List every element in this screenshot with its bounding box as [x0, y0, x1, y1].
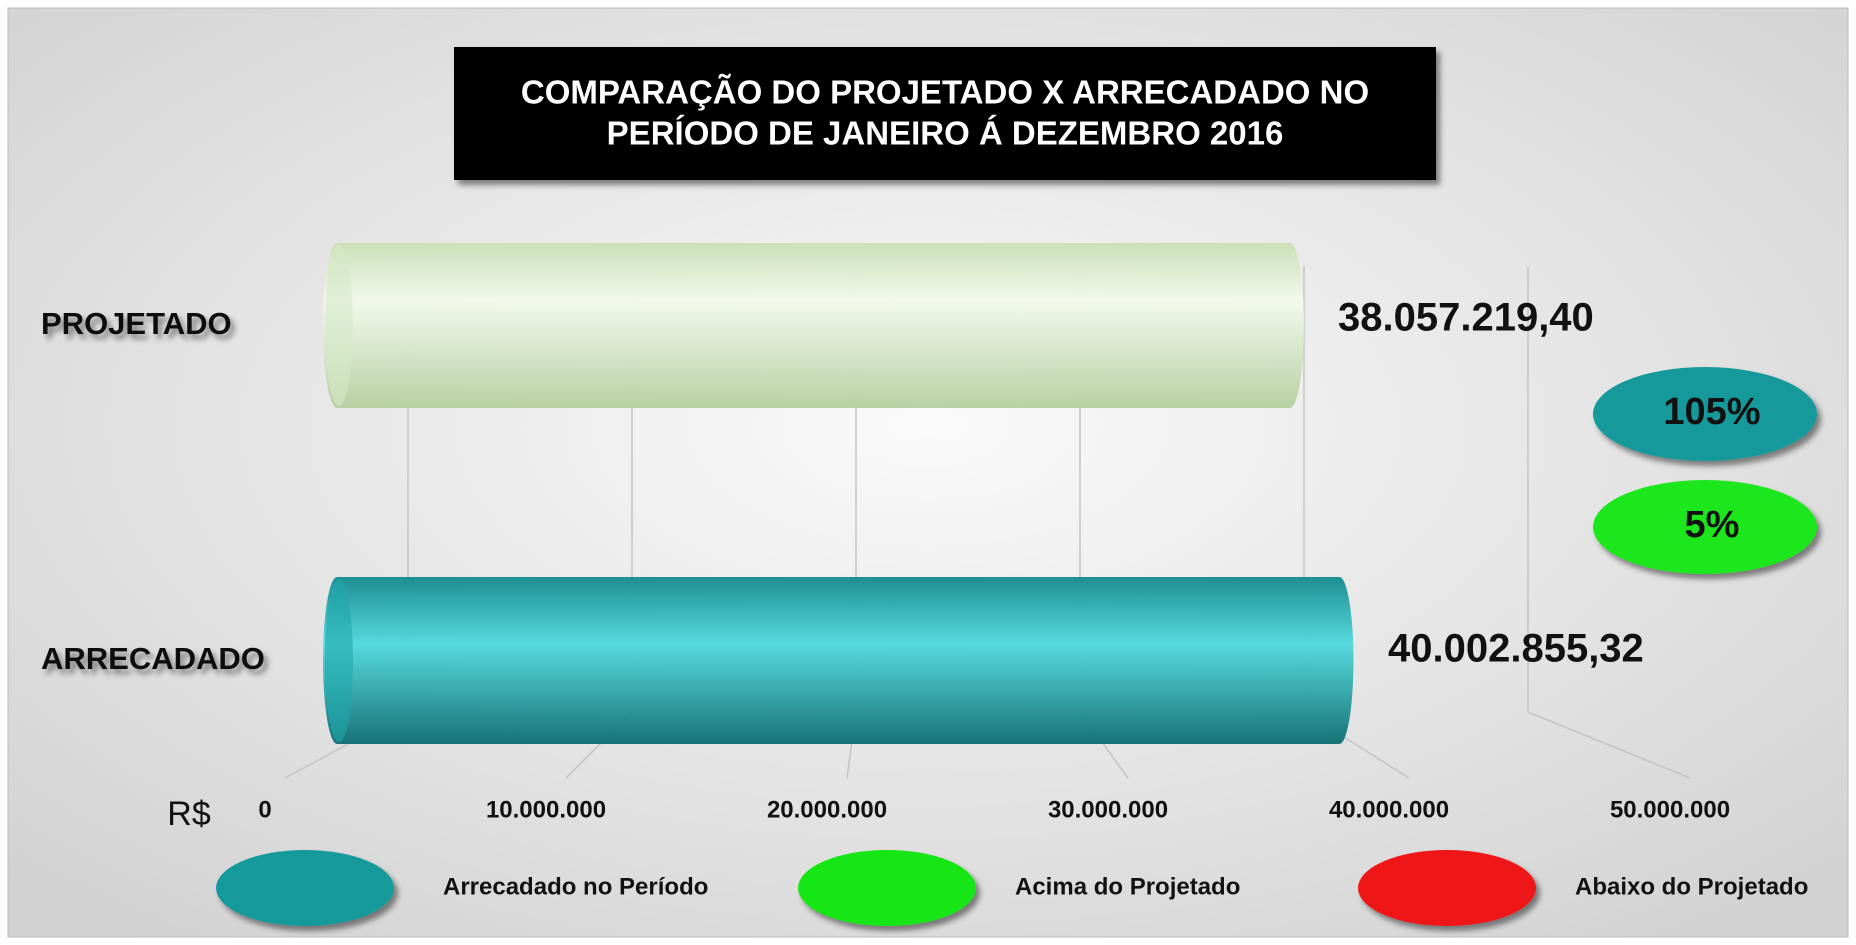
legend-label: Arrecadado no Período: [443, 873, 708, 900]
legend-label: Abaixo do Projetado: [1575, 873, 1808, 900]
annotation-badge: [1593, 367, 1817, 461]
x-tick-label: 10.000.000: [486, 796, 606, 823]
bar-end: [325, 245, 353, 406]
annotation-label: 5%: [1685, 504, 1740, 546]
value-label: 38.057.219,40: [1338, 296, 1594, 340]
x-tick-label: 50.000.000: [1610, 796, 1730, 823]
legend-swatch: [216, 850, 394, 926]
x-tick-label: 20.000.000: [767, 796, 887, 823]
category-label: PROJETADO: [41, 306, 232, 341]
annotation-badge: [1593, 480, 1817, 574]
value-label: 40.002.855,32: [1388, 627, 1644, 671]
bar-end: [325, 579, 353, 742]
chart-title: PERÍODO DE JANEIRO Á DEZEMBRO 2016: [607, 115, 1284, 152]
bar: [323, 243, 1304, 408]
legend-swatch: [1358, 850, 1536, 926]
axis-label: R$: [167, 795, 211, 833]
grid-line: [1527, 711, 1691, 779]
chart-title: COMPARAÇÃO DO PROJETADO X ARRECADADO NO: [521, 74, 1369, 111]
x-tick-label: 0: [258, 796, 271, 823]
title-box: [454, 47, 1436, 180]
annotation-label: 105%: [1663, 391, 1760, 433]
x-tick-label: 40.000.000: [1329, 796, 1449, 823]
category-label: ARRECADADO: [41, 641, 265, 676]
bar: [323, 577, 1354, 744]
x-tick-label: 30.000.000: [1048, 796, 1168, 823]
legend-label: Acima do Projetado: [1015, 873, 1240, 900]
legend-swatch: [798, 850, 976, 926]
